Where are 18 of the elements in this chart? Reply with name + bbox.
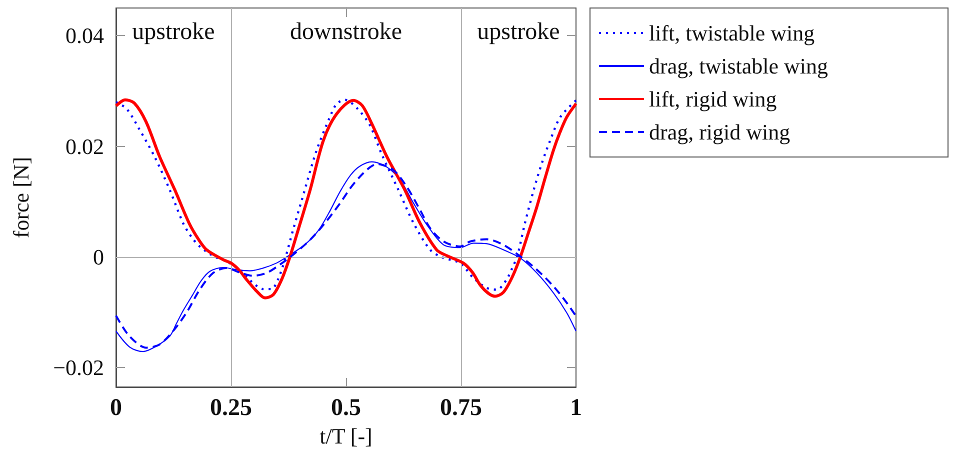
y-tick-label: 0.02	[66, 134, 104, 159]
legend-label: lift, twistable wing	[649, 20, 815, 46]
x-tick-label: 0	[110, 395, 122, 421]
x-tick-label: 0.5	[331, 395, 361, 421]
y-axis-title: force [N]	[8, 156, 34, 238]
legend-label: lift, rigid wing	[649, 86, 777, 112]
y-tick-label: 0.04	[66, 23, 104, 48]
y-tick-label: 0	[93, 244, 104, 270]
x-tick-label: 0.75	[440, 395, 482, 421]
legend-label: drag, twistable wing	[649, 54, 828, 78]
legend-label: drag, rigid wing	[649, 120, 790, 144]
y-tick-label: −0.02	[53, 355, 104, 380]
x-tick-label: 1	[570, 395, 582, 421]
annotation: upstroke	[477, 19, 560, 45]
annotation: upstroke	[132, 19, 215, 45]
annotation: downstroke	[290, 19, 402, 45]
x-tick-label: 0.25	[210, 395, 252, 421]
x-axis-title: t/T [-]	[320, 424, 372, 448]
